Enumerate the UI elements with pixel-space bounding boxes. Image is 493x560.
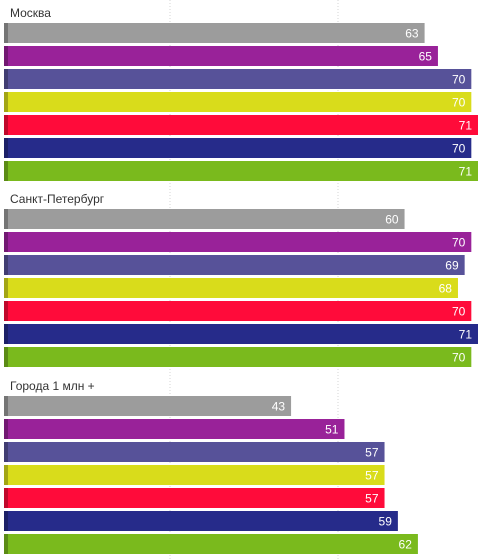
bar-value-label: 70 [452,236,466,250]
bar-edge [4,465,8,485]
bar [4,23,425,43]
bar-edge [4,161,8,181]
bar-value-label: 70 [452,96,466,110]
bar [4,69,472,89]
bar [4,488,385,508]
bar-value-label: 70 [452,142,466,156]
bar-value-label: 70 [452,351,466,365]
bar [4,419,345,439]
bar-edge [4,301,8,321]
bar [4,161,478,181]
bar-value-label: 71 [459,328,473,342]
bar [4,534,418,554]
bar [4,511,398,531]
bar-edge [4,255,8,275]
bar [4,255,465,275]
bar-value-label: 43 [272,400,286,414]
group-label: Москва [10,6,51,20]
bar-value-label: 59 [379,515,393,529]
bar-value-label: 63 [405,27,419,41]
bar-edge [4,92,8,112]
bar-value-label: 57 [365,446,379,460]
bar [4,92,472,112]
bar-edge [4,396,8,416]
bar [4,232,472,252]
bar-edge [4,23,8,43]
bar [4,324,478,344]
bar-edge [4,138,8,158]
bar-edge [4,419,8,439]
group-label: Санкт-Петербург [10,192,105,206]
group-label: Города 1 млн + [10,379,95,393]
bar [4,115,478,135]
bar-value-label: 70 [452,305,466,319]
bar-edge [4,488,8,508]
bar-edge [4,278,8,298]
bar [4,46,438,66]
bar-edge [4,511,8,531]
bar-value-label: 62 [399,538,413,552]
bar [4,442,385,462]
bar-value-label: 68 [439,282,453,296]
bar-value-label: 57 [365,469,379,483]
bar [4,209,405,229]
bar-edge [4,347,8,367]
bar [4,278,458,298]
bar-edge [4,69,8,89]
bar [4,465,385,485]
bar-edge [4,324,8,344]
bar-edge [4,46,8,66]
bar [4,396,292,416]
bar [4,138,472,158]
bar-edge [4,209,8,229]
bar-value-label: 71 [459,119,473,133]
bar-value-label: 51 [325,423,339,437]
bar-edge [4,534,8,554]
bar-value-label: 70 [452,73,466,87]
bar-edge [4,442,8,462]
bar [4,301,472,321]
bar-edge [4,115,8,135]
bar-value-label: 65 [419,50,433,64]
bar-edge [4,232,8,252]
bar-value-label: 57 [365,492,379,506]
bar-value-label: 69 [445,259,459,273]
bar-value-label: 71 [459,165,473,179]
bar-group: Санкт-Петербург 60 70 69 68 70 71 70 [4,192,478,367]
bar [4,347,472,367]
bar-value-label: 60 [385,213,399,227]
